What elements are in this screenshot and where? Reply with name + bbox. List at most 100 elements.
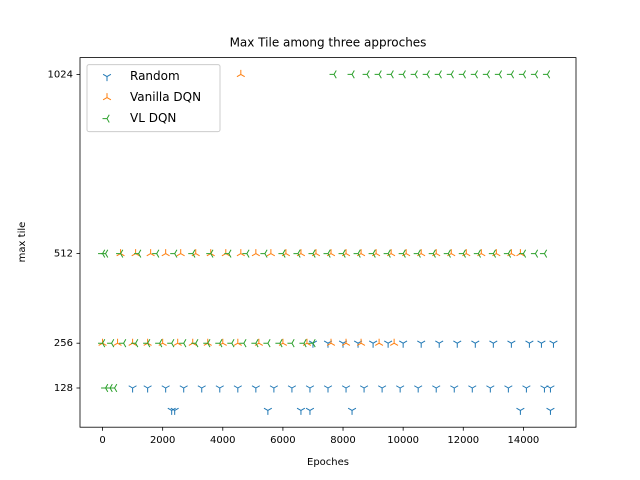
- x-axis-label: Epoches: [307, 457, 349, 468]
- point: [107, 339, 115, 348]
- point: [356, 338, 366, 346]
- legend-label: Random: [130, 69, 180, 83]
- point: [446, 70, 454, 79]
- x-tick-label: 4000: [210, 435, 235, 446]
- point: [386, 70, 394, 79]
- point: [266, 249, 276, 257]
- point: [413, 249, 421, 258]
- x-tick-label: 14000: [507, 435, 539, 446]
- point: [224, 249, 232, 258]
- point: [170, 249, 178, 258]
- point: [537, 340, 546, 348]
- point: [287, 385, 297, 393]
- point: [179, 385, 188, 393]
- point: [458, 249, 466, 258]
- point: [293, 249, 301, 258]
- chart-title: Max Tile among three approches: [230, 36, 427, 50]
- point: [206, 249, 214, 258]
- point: [470, 70, 478, 79]
- point: [98, 339, 106, 348]
- point: [530, 70, 539, 79]
- legend-marker: [102, 73, 112, 82]
- point: [362, 70, 370, 79]
- point: [113, 338, 122, 346]
- point: [215, 339, 223, 348]
- point: [377, 385, 387, 393]
- point: [368, 249, 376, 258]
- x-tick-label: 10000: [387, 435, 419, 446]
- point: [450, 385, 459, 393]
- point: [542, 70, 551, 79]
- point: [239, 339, 247, 348]
- point: [179, 339, 187, 348]
- legend-marker: [102, 114, 110, 123]
- point: [278, 249, 286, 258]
- point: [131, 339, 139, 348]
- point: [215, 385, 224, 393]
- point: [389, 338, 399, 346]
- point: [383, 249, 391, 258]
- x-tick-label: 6000: [270, 435, 295, 446]
- point: [134, 249, 142, 258]
- point: [353, 249, 361, 258]
- point: [516, 407, 525, 415]
- point: [453, 340, 462, 348]
- legend-label: Vanilla DQN: [130, 90, 201, 104]
- point: [236, 69, 245, 78]
- point: [522, 385, 531, 393]
- legend-marker: [102, 93, 112, 101]
- point: [275, 339, 283, 348]
- point: [263, 407, 273, 415]
- point: [341, 385, 351, 393]
- point: [395, 385, 405, 393]
- plot-frame: [79, 57, 577, 428]
- point: [326, 338, 336, 346]
- point: [507, 340, 516, 348]
- point: [417, 340, 426, 348]
- point: [128, 385, 137, 393]
- legend: Random Vanilla DQN VL DQN: [86, 64, 221, 133]
- y-tick-label: 128: [54, 383, 73, 394]
- point: [143, 339, 151, 348]
- point: [422, 70, 430, 79]
- point: [410, 70, 418, 79]
- point: [359, 385, 369, 393]
- point: [188, 249, 196, 258]
- point: [308, 339, 316, 348]
- point: [398, 70, 406, 79]
- point: [119, 339, 127, 348]
- point: [251, 385, 261, 393]
- point: [432, 385, 441, 393]
- point: [161, 385, 170, 393]
- y-axis-label: max tile: [17, 222, 28, 263]
- legend-label: VL DQN: [130, 111, 176, 125]
- point: [203, 339, 211, 348]
- point: [383, 340, 393, 348]
- point: [116, 249, 124, 258]
- point: [443, 249, 451, 258]
- y-tick-label: 256: [54, 338, 73, 349]
- point: [347, 407, 357, 415]
- x-tick-label: 12000: [447, 435, 479, 446]
- y-tick-label: 1024: [48, 69, 73, 80]
- point: [287, 339, 295, 348]
- y-tick-label: 512: [54, 249, 73, 260]
- point: [305, 407, 315, 415]
- point: [143, 385, 152, 393]
- point: [176, 249, 185, 257]
- x-tick-label: 0: [99, 435, 105, 446]
- point: [428, 249, 436, 258]
- point: [374, 70, 382, 79]
- legend-box: [86, 64, 221, 133]
- point: [486, 385, 495, 393]
- point: [458, 70, 466, 79]
- point: [539, 249, 548, 258]
- point: [546, 385, 555, 393]
- point: [296, 407, 306, 415]
- point: [468, 385, 477, 393]
- point: [518, 249, 527, 258]
- point: [473, 249, 481, 258]
- point: [152, 249, 160, 258]
- point: [251, 249, 261, 257]
